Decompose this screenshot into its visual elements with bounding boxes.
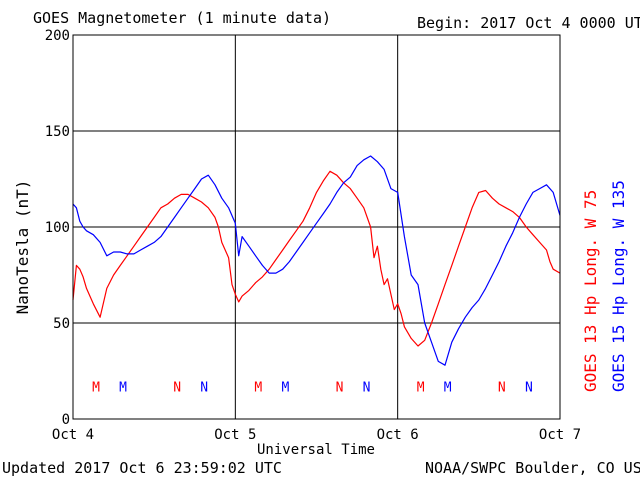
y-tick-label: 0 — [62, 412, 70, 428]
chart-title: GOES Magnetometer (1 minute data) — [33, 9, 332, 27]
data-source: NOAA/SWPC Boulder, CO USA — [425, 459, 640, 477]
y-tick-label: 100 — [45, 220, 70, 236]
noon-marker: N — [498, 380, 506, 395]
x-tick-label: Oct 4 — [52, 427, 94, 443]
grid-lines — [73, 35, 560, 419]
y-tick-labels: 0 50 100 150 200 — [45, 28, 70, 428]
legend-goes15: GOES 15 Hp Long. W 135 — [609, 180, 628, 392]
legend-goes13: GOES 13 Hp Long. W 75 — [581, 190, 600, 392]
series-lines — [72, 155, 561, 366]
plot-frame — [72, 34, 561, 420]
x-tick-label: Oct 7 — [539, 427, 581, 443]
noon-marker: N — [336, 380, 344, 395]
y-tick-label: 150 — [45, 124, 70, 140]
begin-time: Begin: 2017 Oct 4 0000 UTC — [417, 14, 640, 32]
noon-marker: N — [173, 380, 181, 395]
midnight-marker: M — [444, 380, 452, 395]
x-axis-label: Universal Time — [257, 442, 375, 458]
midnight-marker: M — [119, 380, 127, 395]
x-tick-label: Oct 6 — [377, 427, 419, 443]
series-goes15-line — [72, 155, 561, 366]
x-tick-labels: Oct 4 Oct 5 Oct 6 Oct 7 — [52, 427, 581, 443]
midnight-marker: M — [417, 380, 425, 395]
midnight-marker: M — [254, 380, 262, 395]
midnight-marker: M — [92, 380, 100, 395]
x-tick-label: Oct 5 — [214, 427, 256, 443]
y-tick-label: 50 — [53, 316, 70, 332]
y-axis-label: NanoTesla (nT) — [13, 180, 32, 315]
noon-marker: N — [525, 380, 533, 395]
y-tick-label: 200 — [45, 28, 70, 44]
noon-marker: N — [200, 380, 208, 395]
noon-marker: N — [363, 380, 371, 395]
updated-timestamp: Updated 2017 Oct 6 23:59:02 UTC — [2, 459, 282, 477]
midnight-marker: M — [281, 380, 289, 395]
series-goes13-line — [72, 170, 561, 347]
